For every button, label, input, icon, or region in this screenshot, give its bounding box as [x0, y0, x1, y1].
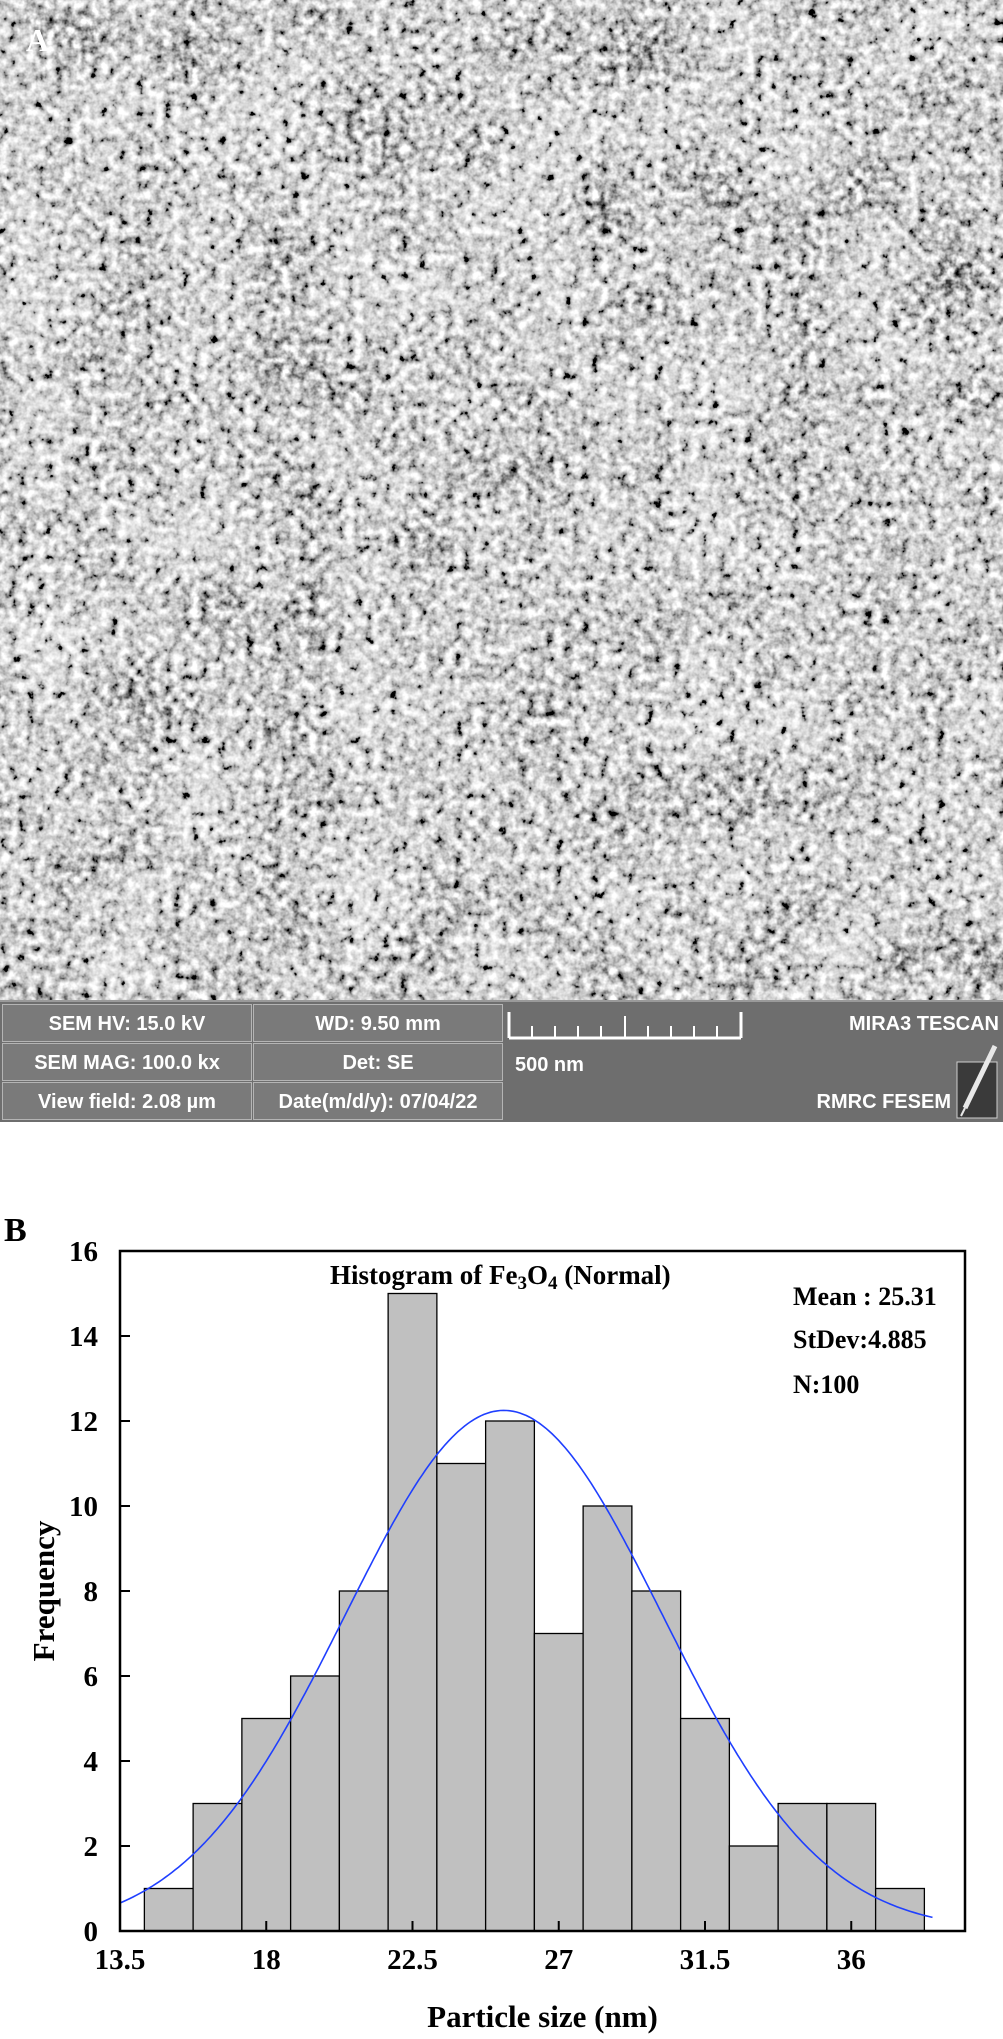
sem-info-bar: SEM HV: 15.0 kV WD: 9.50 mm SEM MAG: 100… [0, 1000, 1003, 1122]
histogram-bar [241, 1717, 292, 1932]
panel-a-label: A [26, 22, 50, 58]
chart-title-mid: O [526, 1260, 548, 1290]
stat-n: N:100 [793, 1370, 860, 1399]
panel-b-label: B [4, 1212, 27, 1249]
histogram-bar [338, 1590, 389, 1932]
brand-label: MIRA3 TESCAN [848, 1013, 999, 1035]
histogram-bar [874, 1887, 926, 1932]
histogram-bar [679, 1717, 731, 1932]
y-tick-label: 14 [69, 1321, 98, 1353]
histogram-bar [631, 1590, 682, 1932]
histogram-panel: B 13.5 18 22.5 27 31.5 36 0 2 4 6 8 10 12 14 16 Partic… [0, 1160, 1003, 2039]
y-tick-label: 16 [69, 1236, 98, 1268]
view-field-readout: View field: 2.08 µm [2, 1082, 252, 1120]
scale-bar-label: 500 nm [515, 1054, 584, 1076]
histogram-bar [387, 1292, 438, 1932]
sem-panel: A SEM HV: 15.0 kV WD: 9.50 mm SEM MAG: 1… [0, 0, 1003, 1122]
x-tick-label: 22.5 [387, 1944, 438, 1976]
histogram-bar [143, 1887, 194, 1932]
histogram-bar [533, 1632, 584, 1932]
pen-logo-icon [956, 1044, 998, 1119]
stat-mean: Mean : 25.31 [793, 1282, 937, 1311]
chart-title-sub1: 3 [517, 1273, 527, 1294]
wd-readout: WD: 9.50 mm [253, 1004, 503, 1042]
axis-tick-labels: 13.5 18 22.5 27 31.5 36 0 2 4 6 8 10 12 14 16 [69, 1236, 866, 1976]
lab-label: RMRC FESEM [816, 1091, 951, 1113]
y-tick-label: 12 [69, 1406, 98, 1438]
y-tick-label: 2 [84, 1831, 99, 1863]
histogram-chart: 13.5 18 22.5 27 31.5 36 0 2 4 6 8 10 12 14 16 Particle… [26, 1236, 967, 2034]
histogram-bar [826, 1802, 877, 1932]
histogram-bar [582, 1505, 633, 1932]
x-tick-label: 13.5 [95, 1944, 146, 1976]
x-tick-label: 18 [252, 1944, 281, 1976]
y-axis-title: Frequency [26, 1520, 61, 1661]
y-tick-label: 10 [69, 1491, 98, 1523]
scale-bar [507, 1012, 743, 1040]
date-readout: Date(m/d/y): 07/04/22 [253, 1082, 503, 1120]
mag-readout: SEM MAG: 100.0 kx [2, 1043, 252, 1081]
x-axis-title: Particle size (nm) [427, 1999, 658, 2034]
y-tick-label: 4 [84, 1746, 99, 1778]
normal-fit-curve [119, 1409, 933, 1919]
chart-title-tail: (Normal) [557, 1260, 671, 1290]
chart-title-sub2: 4 [547, 1273, 558, 1294]
stat-stdev: StDev:4.885 [793, 1325, 927, 1354]
histogram-bar [289, 1675, 341, 1932]
y-tick-label: 0 [84, 1916, 99, 1948]
x-tick-label: 31.5 [680, 1944, 731, 1976]
x-tick-label: 36 [837, 1944, 866, 1976]
sem-micrograph [0, 0, 1003, 1000]
histogram-bar [192, 1802, 243, 1932]
y-tick-label: 8 [84, 1576, 99, 1608]
detector-readout: Det: SE [253, 1043, 503, 1081]
chart-title: Histogram of Fe3O4 (Normal) [330, 1260, 671, 1295]
axis-ticks [119, 1250, 853, 1932]
histogram-bar [484, 1420, 536, 1932]
histogram-bar [728, 1845, 779, 1932]
y-tick-label: 6 [84, 1661, 99, 1693]
histogram-bar [436, 1462, 487, 1932]
hv-readout: SEM HV: 15.0 kV [2, 1004, 252, 1042]
chart-title-main: Histogram of Fe [330, 1260, 518, 1290]
histogram-bars [143, 1292, 926, 1932]
x-tick-label: 27 [544, 1944, 573, 1976]
